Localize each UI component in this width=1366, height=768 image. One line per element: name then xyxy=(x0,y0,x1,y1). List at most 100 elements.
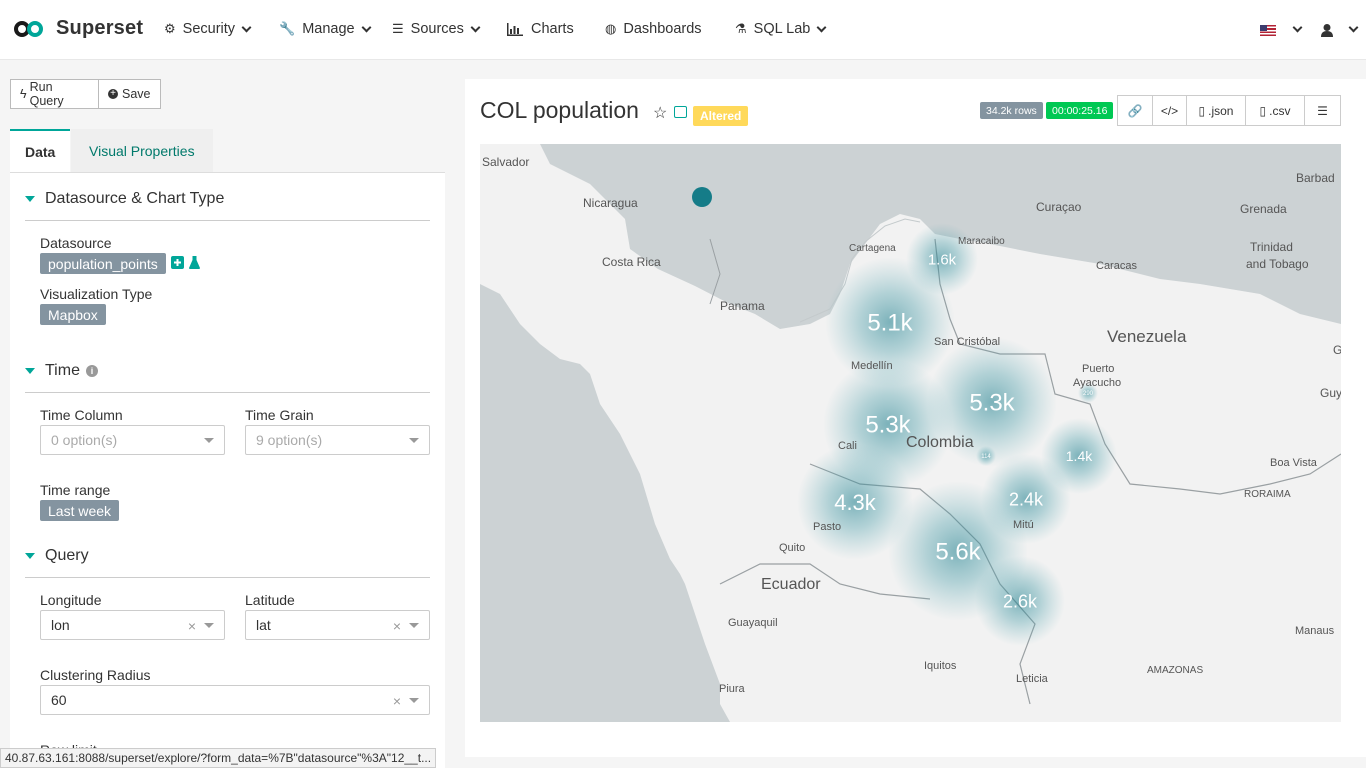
map-place-label: Piura xyxy=(719,683,746,695)
cluster-marker[interactable] xyxy=(976,446,996,466)
nav-sql-lab-label: SQL Lab xyxy=(753,21,811,37)
run-query-button[interactable]: ϟ Run Query xyxy=(10,79,99,109)
user-icon[interactable] xyxy=(1321,24,1333,37)
map-place-label: Venezuela xyxy=(1107,327,1187,346)
clear-icon[interactable]: × xyxy=(187,618,196,634)
map-place-label: G xyxy=(1333,343,1341,357)
map-place-label: Cali xyxy=(838,440,857,452)
clear-icon[interactable]: × xyxy=(392,693,401,709)
map-place-label: Colombia xyxy=(906,434,974,451)
nav-sources-label: Sources xyxy=(410,21,464,37)
bar-chart-icon xyxy=(507,22,523,36)
map-place-label: San Cristóbal xyxy=(934,336,1000,348)
info-icon[interactable]: i xyxy=(85,364,98,377)
export-json-button[interactable]: ▯ .json xyxy=(1187,95,1246,126)
section-query-header[interactable]: Query xyxy=(25,534,430,578)
nav-manage[interactable]: 🔧 Manage xyxy=(279,21,372,37)
datasource-label: Datasource xyxy=(40,235,112,251)
status-url-bar: 40.87.63.161:8088/superset/explore/?form… xyxy=(0,748,437,768)
viz-type-label: Visualization Type xyxy=(40,286,153,302)
section-datasource-title: Datasource & Chart Type xyxy=(45,189,225,207)
map-canvas: 1.6k 5.1k 5.3k 5.3k 1.4k 4.3k 2.4k 5.6k 2.6k 290 1… xyxy=(480,144,1341,722)
time-grain-select[interactable]: 9 option(s) xyxy=(245,425,430,455)
tab-visual-properties[interactable]: Visual Properties xyxy=(71,129,213,173)
dropdown-arrow-icon xyxy=(409,623,419,628)
export-csv-label: .csv xyxy=(1269,103,1291,118)
section-time-header[interactable]: Time i xyxy=(25,349,430,393)
hamburger-icon: ☰ xyxy=(1317,103,1328,118)
edit-icon[interactable] xyxy=(674,106,687,118)
map-place-label: RORAIMA xyxy=(1244,489,1291,500)
cluster-marker[interactable] xyxy=(797,444,913,560)
clustering-radius-select[interactable]: 60 × xyxy=(40,685,430,715)
datasource-tag[interactable]: population_points xyxy=(40,253,166,274)
map-place-label: Iquitos xyxy=(924,660,957,672)
flask-icon[interactable] xyxy=(189,256,200,269)
nav-security-label: Security xyxy=(182,21,236,37)
latitude-select[interactable]: lat × xyxy=(245,610,430,640)
map-place-label: Ecuador xyxy=(761,576,821,593)
chevron-down-icon[interactable] xyxy=(1348,22,1359,33)
map-place-label: Salvador xyxy=(482,155,529,169)
map-place-label: Guayaquil xyxy=(728,617,778,629)
map-place-label: Nicaragua xyxy=(583,196,638,210)
cluster-label: 2.6k xyxy=(1003,591,1038,611)
cluster-marker[interactable] xyxy=(825,257,955,387)
map-place-label: Pasto xyxy=(813,521,841,533)
map-place-label: Manaus xyxy=(1295,625,1335,637)
save-button[interactable]: + Save xyxy=(99,79,161,109)
nav-charts-label: Charts xyxy=(531,21,574,37)
collapse-triangle-icon xyxy=(25,552,35,559)
tab-data[interactable]: Data xyxy=(10,129,71,173)
nav-dashboards[interactable]: ◍ Dashboards xyxy=(605,21,702,37)
map-place-label: Panama xyxy=(720,299,765,313)
map-place-label: Costa Rica xyxy=(602,255,661,269)
longitude-label: Longitude xyxy=(40,592,102,608)
latitude-value: lat xyxy=(256,617,271,633)
clear-icon[interactable]: × xyxy=(392,618,401,634)
cluster-label: 1.4k xyxy=(1066,448,1093,464)
single-point-marker[interactable] xyxy=(692,187,712,207)
cluster-label: 5.6k xyxy=(935,539,981,566)
map-place-label: Puerto xyxy=(1082,363,1114,375)
section-datasource-header[interactable]: Datasource & Chart Type xyxy=(25,177,430,221)
plus-circle-icon: + xyxy=(108,89,118,99)
map-place-label: Medellín xyxy=(851,360,893,372)
longitude-select[interactable]: lon × xyxy=(40,610,225,640)
map-place-label: Cartagena xyxy=(849,243,896,254)
cluster-label: 5.3k xyxy=(969,390,1015,417)
nav-manage-label: Manage xyxy=(302,21,355,37)
cluster-marker[interactable] xyxy=(927,337,1057,467)
database-icon: ☰ xyxy=(392,21,404,36)
plus-square-icon[interactable] xyxy=(171,256,184,269)
chart-title[interactable]: COL population xyxy=(480,97,639,123)
brand[interactable]: Superset xyxy=(14,17,143,40)
star-icon[interactable]: ☆ xyxy=(653,105,668,122)
cluster-label: 4.3k xyxy=(834,490,877,515)
dropdown-arrow-icon xyxy=(204,623,214,628)
viz-type-tag[interactable]: Mapbox xyxy=(40,304,106,325)
nav-charts[interactable]: Charts xyxy=(507,21,574,37)
wrench-icon: 🔧 xyxy=(279,21,296,36)
chevron-down-icon xyxy=(241,22,252,32)
top-navbar: Superset ⚙ Security 🔧 Manage ☰ Sources C… xyxy=(0,0,1366,60)
time-grain-label: Time Grain xyxy=(245,407,314,423)
nav-sql-lab[interactable]: ⚗ SQL Lab xyxy=(735,21,827,37)
link-button[interactable]: 🔗 xyxy=(1117,95,1153,126)
us-flag-icon[interactable] xyxy=(1260,25,1276,36)
mapbox-map[interactable]: 1.6k 5.1k 5.3k 5.3k 1.4k 4.3k 2.4k 5.6k 2.6k 290 1… xyxy=(480,144,1341,722)
file-icon: ▯ xyxy=(1198,103,1206,118)
map-place-label: Caracas xyxy=(1096,260,1137,272)
nav-sources[interactable]: ☰ Sources xyxy=(392,21,481,37)
map-place-label: AMAZONAS xyxy=(1147,665,1203,676)
menu-button[interactable]: ☰ xyxy=(1305,95,1341,126)
export-csv-button[interactable]: ▯ .csv xyxy=(1246,95,1305,126)
cluster-marker[interactable] xyxy=(1078,383,1098,403)
embed-code-button[interactable]: </> xyxy=(1153,95,1187,126)
cluster-marker[interactable] xyxy=(975,556,1065,646)
map-place-label: Grenada xyxy=(1240,202,1287,216)
chevron-down-icon[interactable] xyxy=(1292,22,1303,33)
time-range-tag[interactable]: Last week xyxy=(40,500,120,521)
time-column-select[interactable]: 0 option(s) xyxy=(40,425,225,455)
nav-security[interactable]: ⚙ Security xyxy=(164,21,252,37)
